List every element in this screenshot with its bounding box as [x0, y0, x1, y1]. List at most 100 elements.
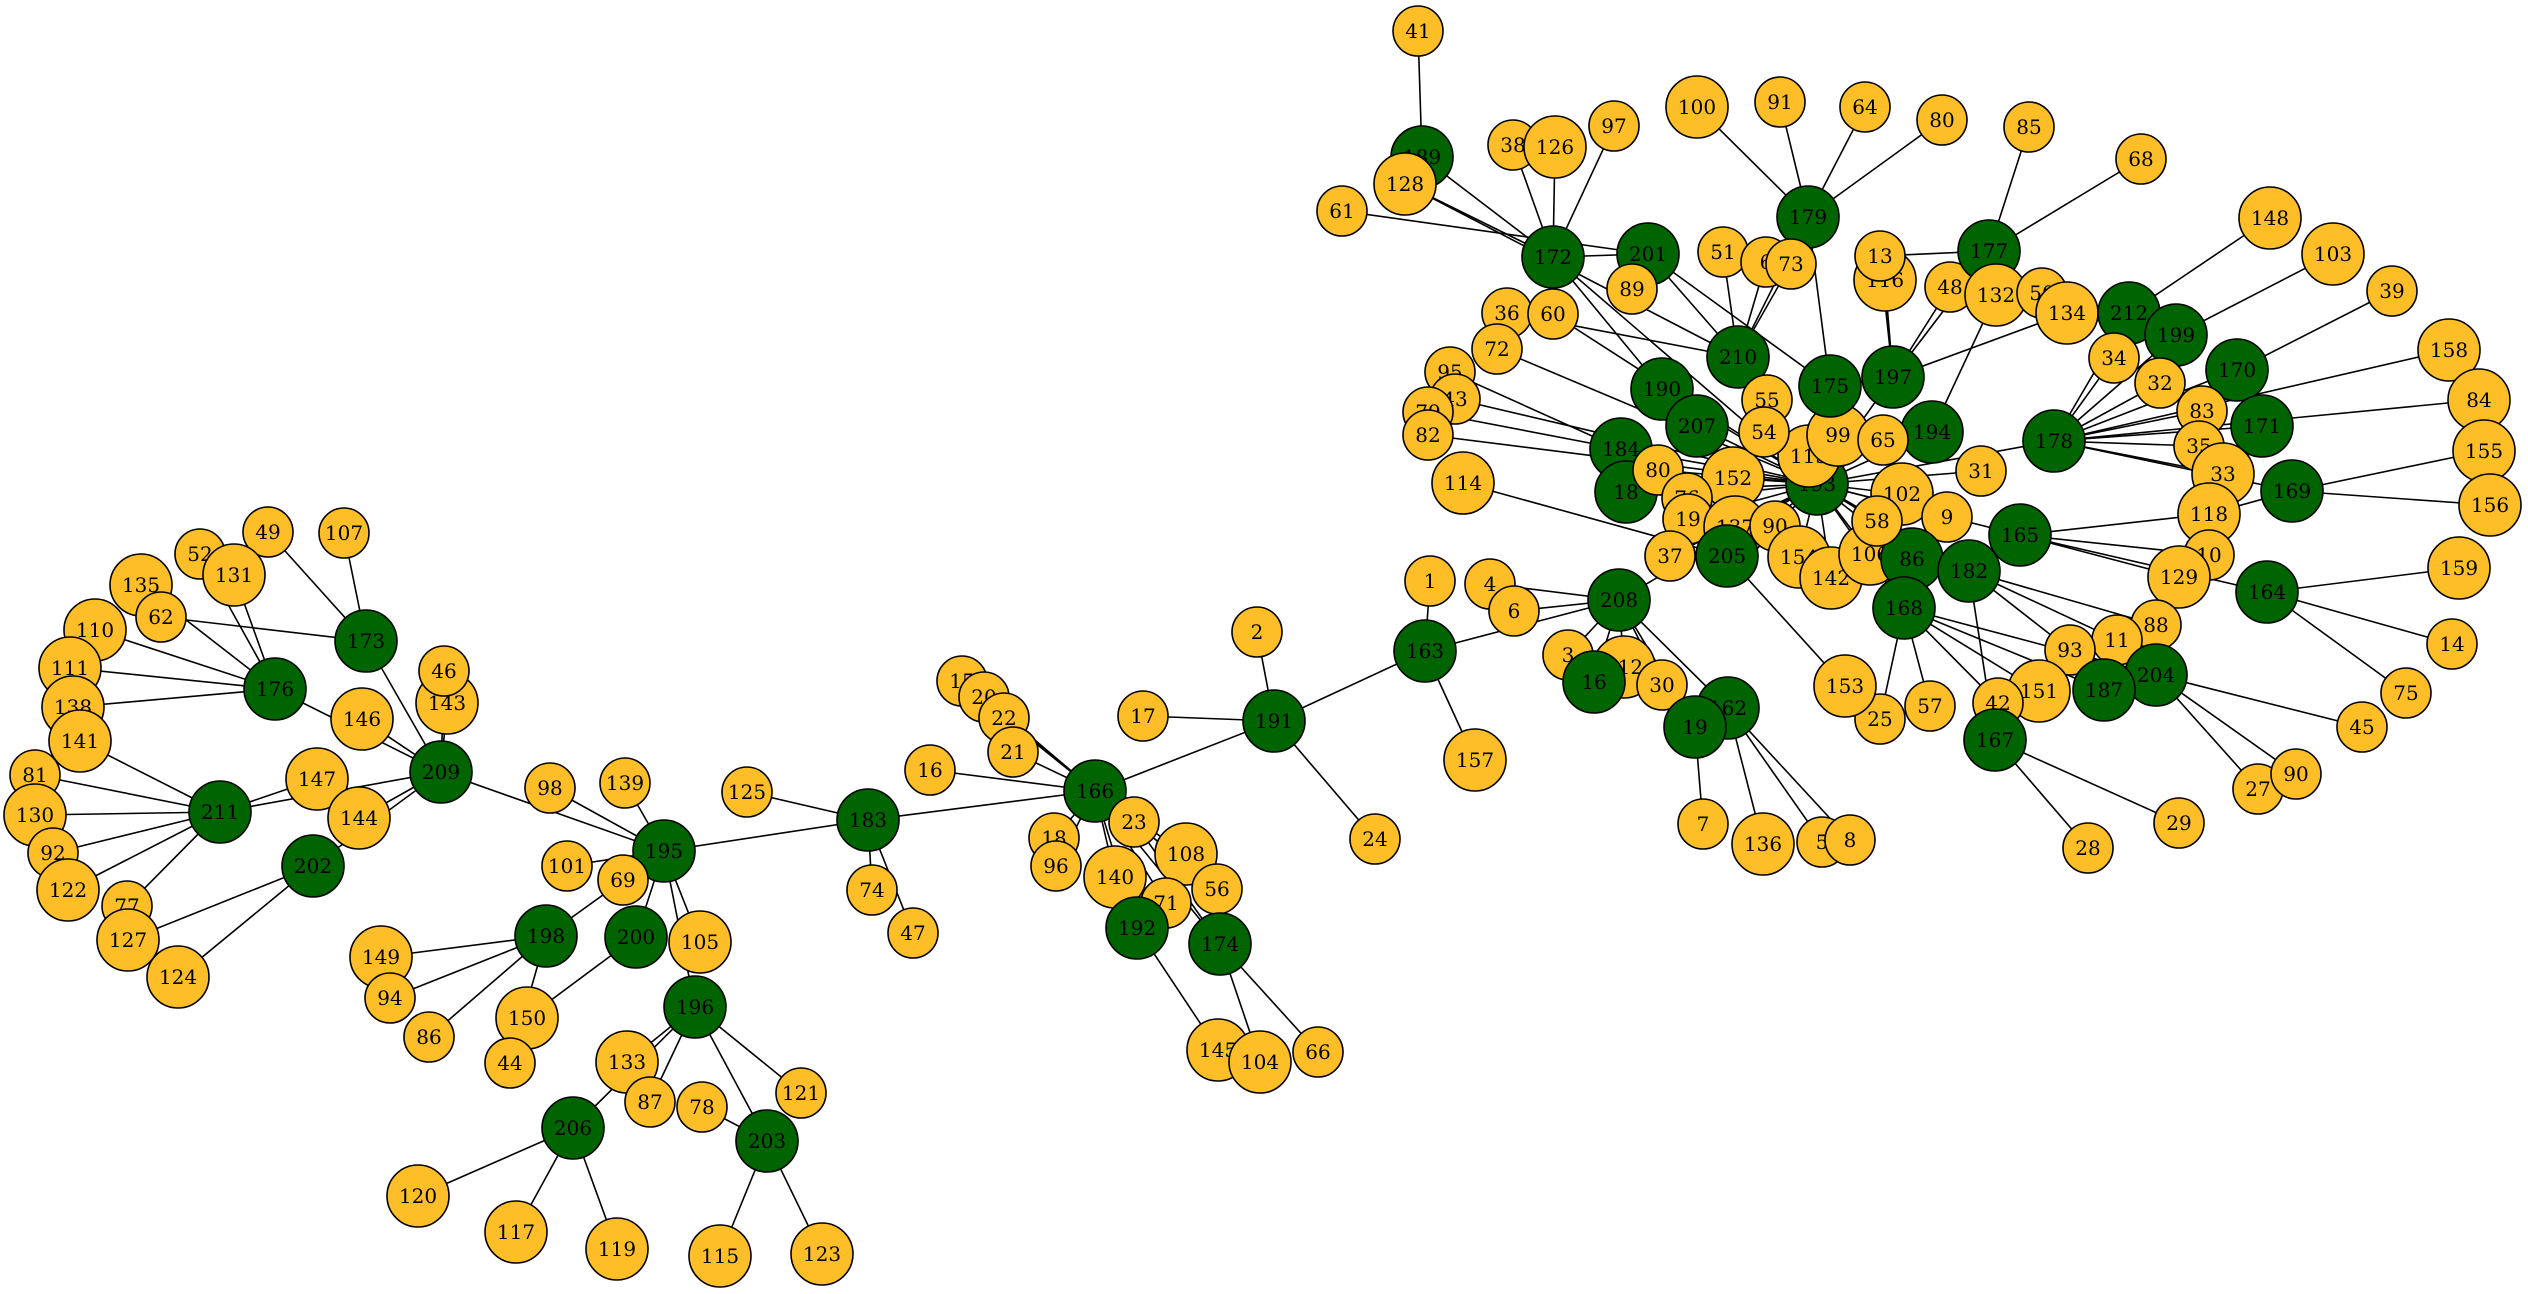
node-label: 14 — [2439, 632, 2464, 656]
node-96: 96 — [1030, 840, 1082, 892]
node-label: 90 — [2283, 762, 2308, 786]
node-circle — [318, 507, 370, 559]
node-circle — [2336, 701, 2388, 753]
node-label: 25 — [1867, 707, 1892, 731]
node-87: 87 — [624, 1076, 676, 1128]
node-circle — [604, 905, 668, 969]
node-circle — [243, 657, 307, 721]
node-120: 120 — [386, 1164, 450, 1228]
node-circle — [330, 687, 394, 751]
node-label: 207 — [1678, 414, 1716, 438]
node-123: 123 — [790, 1222, 854, 1286]
node-circle — [1904, 680, 1956, 732]
node-148: 148 — [2238, 186, 2302, 250]
node-153: 153 — [1813, 654, 1877, 718]
node-circle — [2366, 265, 2418, 317]
node-179: 179 — [1776, 185, 1840, 249]
node-circle — [242, 506, 294, 558]
node-circle — [202, 543, 266, 607]
node-175: 175 — [1798, 354, 1862, 418]
node-115: 115 — [688, 1224, 752, 1288]
node-label: 99 — [1825, 423, 1850, 447]
node-circle — [1798, 354, 1862, 418]
node-circle — [1523, 115, 1587, 179]
node-circle — [1443, 728, 1507, 792]
node-144: 144 — [327, 786, 391, 850]
node-19b: 19 — [1663, 695, 1727, 759]
node-60: 60 — [1527, 288, 1579, 340]
node-8: 8 — [1824, 814, 1876, 866]
node-label: 9 — [1941, 505, 1954, 529]
node-62: 62 — [135, 591, 187, 643]
node-label: 38 — [1500, 133, 1525, 157]
node-16b: 16 — [1562, 650, 1626, 714]
node-label: 209 — [422, 760, 460, 784]
node-label: 211 — [201, 800, 239, 824]
node-label: 171 — [2243, 414, 2281, 438]
edge-156-169 — [2291, 490, 2491, 506]
node-label: 159 — [2440, 556, 2478, 580]
node-28: 28 — [2062, 822, 2114, 874]
node-label: 199 — [2157, 323, 2195, 347]
node-57: 57 — [1904, 680, 1956, 732]
node-circle — [987, 726, 1039, 778]
node-circle — [1765, 238, 1817, 290]
node-label: 46 — [431, 659, 456, 683]
node-label: 66 — [1305, 1040, 1330, 1064]
node-label: 91 — [1767, 90, 1792, 114]
node-141: 141 — [48, 709, 112, 773]
node-label: 47 — [900, 921, 925, 945]
node-24: 24 — [1349, 813, 1401, 865]
node-label: 87 — [637, 1090, 662, 1114]
node-label: 94 — [377, 986, 402, 1010]
node-118: 118 — [2177, 482, 2241, 546]
node-label: 124 — [159, 965, 197, 989]
node-circle — [1117, 690, 1169, 742]
node-label: 206 — [554, 1116, 592, 1140]
node-label: 101 — [548, 854, 586, 878]
node-197: 197 — [1861, 345, 1925, 409]
node-51: 51 — [1697, 226, 1749, 278]
node-label: 157 — [1456, 748, 1494, 772]
node-label: 139 — [606, 771, 644, 795]
node-label: 123 — [803, 1242, 841, 1266]
node-178: 178 — [2022, 409, 2086, 473]
node-circle — [676, 1081, 728, 1133]
node-circle — [1857, 414, 1909, 466]
node-94: 94 — [364, 972, 416, 1024]
node-65: 65 — [1857, 414, 1909, 466]
node-34: 34 — [2088, 332, 2140, 384]
node-192: 192 — [1105, 896, 1169, 960]
node-label: 167 — [1976, 728, 2014, 752]
node-label: 128 — [1386, 172, 1424, 196]
node-173: 173 — [334, 609, 398, 673]
node-circle — [1316, 185, 1368, 237]
node-23: 23 — [1108, 796, 1160, 848]
node-198: 198 — [514, 904, 578, 968]
node-64: 64 — [1839, 81, 1891, 133]
node-label: 51 — [1710, 240, 1735, 264]
node-circle — [188, 780, 252, 844]
node-label: 126 — [1536, 135, 1574, 159]
node-97: 97 — [1588, 100, 1640, 152]
node-label: 100 — [1678, 95, 1716, 119]
node-label: 11 — [2104, 628, 2129, 652]
node-203: 203 — [735, 1109, 799, 1173]
node-label: 41 — [1405, 19, 1430, 43]
node-circle — [1063, 759, 1127, 823]
node-47: 47 — [887, 907, 939, 959]
node-circle — [409, 740, 473, 804]
node-circle — [1431, 451, 1495, 515]
node-14: 14 — [2426, 618, 2478, 670]
node-121: 121 — [775, 1067, 827, 1119]
node-circle — [1231, 606, 1283, 658]
node-204: 204 — [2124, 643, 2188, 707]
node-205: 205 — [1695, 524, 1759, 588]
node-label: 60 — [1540, 302, 1565, 326]
node-circle — [1921, 491, 1973, 543]
node-circle — [146, 945, 210, 1009]
node-circle — [1373, 152, 1437, 216]
node-circle — [2153, 797, 2205, 849]
node-label: 1 — [1424, 569, 1437, 593]
node-label: 74 — [859, 878, 884, 902]
